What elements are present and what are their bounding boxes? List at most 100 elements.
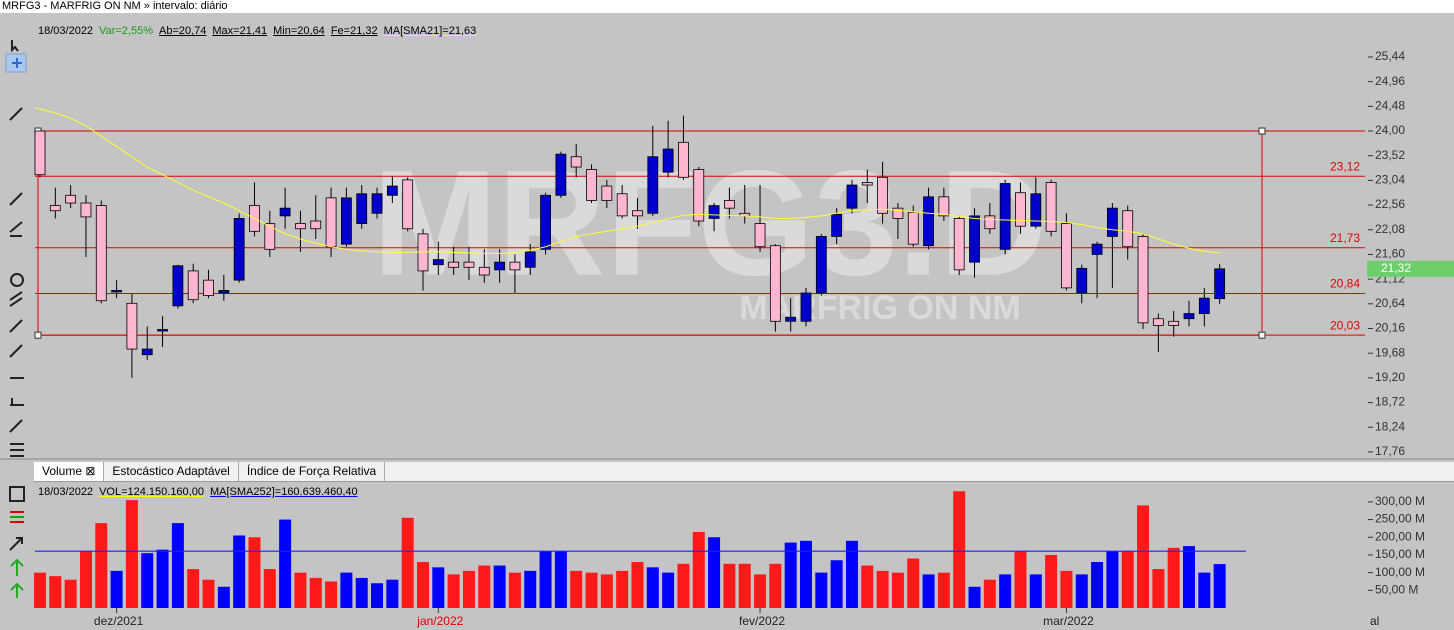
x-tick-label: jan/2022 [416, 614, 463, 628]
volume-bar [815, 572, 828, 608]
volume-bar [953, 491, 966, 608]
volume-bar [784, 542, 797, 608]
tab[interactable]: Índice de Força Relativa [239, 462, 386, 481]
candle-body [601, 185, 613, 201]
candle-body [1152, 318, 1164, 326]
volume-bar [49, 576, 62, 608]
volume-bar [1060, 570, 1073, 608]
candle-body [203, 279, 214, 296]
candle-body [49, 205, 61, 212]
y-tick-label: 23,52 [1375, 148, 1405, 162]
candle-body [432, 259, 444, 266]
level-label: 21,73 [1330, 231, 1360, 245]
candle-body [831, 213, 843, 237]
candle-body [1107, 207, 1118, 237]
range-box [37, 130, 1263, 336]
volume-bar [1152, 569, 1165, 608]
volume-bar [248, 537, 261, 608]
tab-bar: Volume ⊠ Estocástico Adaptável Índice de F… [34, 462, 1454, 482]
candle-body [647, 156, 659, 214]
volume-bar [508, 572, 521, 608]
volume-bar [600, 574, 613, 608]
toolbar [5, 40, 27, 598]
candle-body [678, 141, 689, 178]
candle-body [126, 302, 138, 350]
volume-bar [386, 579, 399, 608]
candle-body [662, 148, 674, 173]
y-tick-label: 17,76 [1375, 444, 1405, 458]
candle-body [340, 197, 352, 245]
volume-bar [156, 549, 169, 608]
candle-body [65, 194, 77, 204]
tab[interactable]: Estocástico Adaptável [104, 462, 239, 481]
y-tick-label: 18,72 [1375, 395, 1405, 409]
info-item: Max=21,41 [212, 25, 268, 37]
candle-body [417, 233, 429, 272]
volume-bar [585, 572, 598, 608]
tab[interactable]: Volume ⊠ [34, 462, 105, 481]
x-tick-label: mar/2022 [1043, 614, 1094, 628]
info-item: MA[SMA21]=21,63 [383, 25, 477, 37]
candle-body [111, 290, 122, 293]
candle-body [249, 205, 260, 232]
candle-body [1183, 313, 1195, 320]
candle-body [478, 266, 490, 276]
volume-bar [738, 563, 751, 608]
candle-body [1045, 182, 1057, 232]
candle-body [295, 223, 306, 230]
info-bar: 18/03/2022 Var=2,55% Ab=20,74 Max=21,41 Min=… [38, 25, 482, 39]
volume-bar [646, 567, 659, 608]
last-price-label: 21,32 [1381, 261, 1411, 275]
candle-body [386, 185, 398, 196]
candle-body [1076, 267, 1088, 294]
y-tick-label: 22,08 [1375, 222, 1405, 236]
y-tick-label: 23,04 [1375, 173, 1405, 187]
volume-bar [662, 572, 675, 608]
candle-body [141, 348, 153, 356]
y-tick-label: 24,96 [1375, 74, 1405, 88]
info-item: Min=20,64 [273, 25, 325, 37]
y-tick-label: 25,44 [1375, 49, 1405, 63]
volume-bar [1198, 572, 1211, 608]
candle-body [693, 169, 705, 222]
volume-bar [1183, 546, 1195, 608]
box-handle [34, 127, 42, 135]
y-tick-label: 19,20 [1375, 370, 1405, 384]
volume-bar [432, 567, 445, 608]
candle-body [999, 183, 1011, 250]
y-tick-label: 21,60 [1375, 247, 1405, 261]
candle-body [923, 196, 934, 247]
volume-bar [187, 569, 200, 608]
candle-body [754, 223, 766, 248]
volume-bar [64, 579, 77, 608]
volume-bar [876, 570, 889, 608]
volume-bar [524, 570, 537, 608]
candle-body [448, 261, 460, 268]
volume-bar [983, 579, 996, 608]
candle-body [95, 205, 107, 302]
candle-body [877, 176, 888, 214]
y-tick-label: 21,12 [1375, 271, 1405, 285]
candle-body [356, 193, 368, 224]
y-tick-label: 150,00 M [1375, 547, 1425, 561]
volume-bar [968, 586, 981, 608]
volume-bar [294, 572, 307, 608]
candle-body [938, 196, 950, 217]
volume-bar [631, 562, 644, 608]
candle-body [463, 261, 475, 268]
candle-body [310, 220, 322, 230]
info-item: Ab=20,74 [158, 25, 207, 37]
y-tick-label: 22,56 [1375, 197, 1405, 211]
volume-bar [677, 563, 690, 608]
candle-body [1214, 268, 1226, 300]
candle-body [555, 153, 567, 196]
candle-body [708, 205, 720, 219]
candle-body [632, 210, 643, 217]
volume-bar [79, 551, 92, 608]
volume-bar [110, 570, 123, 608]
volume-bar [1045, 554, 1058, 608]
candle-body [1198, 297, 1210, 314]
info-item: Var=2,55% [99, 25, 153, 37]
